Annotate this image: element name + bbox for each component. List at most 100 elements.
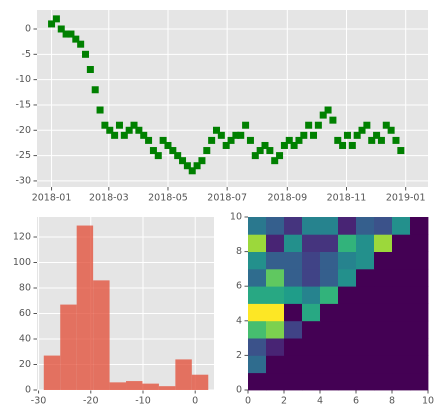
- cell: [248, 286, 267, 304]
- marker: [91, 86, 99, 94]
- y-tick-label: 2: [236, 350, 242, 361]
- marker: [208, 136, 216, 144]
- cell: [356, 251, 375, 270]
- cell: [320, 372, 339, 391]
- cell: [320, 286, 339, 304]
- cell: [374, 303, 393, 322]
- cell: [248, 234, 267, 252]
- cell: [392, 338, 411, 356]
- marker: [392, 136, 400, 144]
- cell: [302, 338, 321, 356]
- cell: [320, 251, 339, 270]
- marker: [348, 141, 356, 149]
- x-tick-label: 2019-01: [386, 193, 426, 204]
- x-tick-label: 4: [317, 396, 323, 407]
- cell: [302, 234, 321, 252]
- marker: [271, 157, 279, 165]
- cell: [392, 217, 411, 235]
- marker: [77, 40, 85, 48]
- cell: [248, 320, 267, 339]
- marker: [174, 152, 182, 160]
- cell: [248, 217, 267, 235]
- x-tick-label: 2: [281, 396, 287, 407]
- y-tick-label: -15: [15, 99, 31, 110]
- cell: [338, 355, 357, 374]
- y-tick-label: 4: [236, 315, 242, 326]
- cell: [302, 320, 321, 339]
- x-tick-label: 2018-03: [89, 193, 129, 204]
- x-tick-label: 2018-09: [267, 193, 307, 204]
- cell: [392, 355, 411, 374]
- cell: [284, 286, 303, 304]
- x-tick-label: -20: [83, 396, 99, 407]
- marker: [310, 131, 318, 139]
- marker: [111, 131, 119, 139]
- cell: [356, 338, 375, 356]
- cell: [338, 320, 357, 339]
- marker: [222, 141, 230, 149]
- y-tick-label: 0: [236, 385, 242, 396]
- y-tick-label: 0: [25, 23, 31, 34]
- cell: [410, 234, 429, 252]
- y-tick-label: -10: [15, 74, 31, 85]
- marker: [290, 141, 298, 149]
- marker: [130, 121, 138, 129]
- cell: [410, 372, 429, 391]
- marker: [149, 147, 157, 155]
- marker: [300, 131, 308, 139]
- cell: [302, 286, 321, 304]
- cell: [266, 234, 285, 252]
- marker: [373, 131, 381, 139]
- cell: [284, 372, 303, 391]
- cell: [248, 338, 267, 356]
- marker: [329, 116, 337, 124]
- marker: [227, 136, 235, 144]
- cell: [338, 338, 357, 356]
- marker: [242, 121, 250, 129]
- cell: [392, 320, 411, 339]
- y-tick-label: 8: [236, 246, 242, 257]
- cell: [410, 268, 429, 287]
- cell: [410, 303, 429, 322]
- cell: [266, 372, 285, 391]
- cell: [410, 338, 429, 356]
- cell: [374, 268, 393, 287]
- marker: [358, 126, 366, 134]
- cell: [356, 355, 375, 374]
- cell: [284, 320, 303, 339]
- cell: [374, 217, 393, 235]
- x-tick-label: 2018-01: [32, 193, 72, 204]
- bar: [142, 383, 159, 390]
- marker: [135, 126, 143, 134]
- y-tick-label: -5: [22, 49, 31, 60]
- cell: [248, 251, 267, 270]
- bar: [158, 386, 176, 390]
- marker: [193, 162, 201, 170]
- bar: [109, 382, 127, 390]
- marker: [280, 141, 288, 149]
- marker: [72, 35, 80, 43]
- marker: [276, 152, 284, 160]
- marker: [106, 126, 114, 134]
- marker: [232, 131, 240, 139]
- y-tick-label: 10: [230, 212, 242, 223]
- cell: [338, 303, 357, 322]
- bar: [175, 359, 192, 390]
- y-tick-label: 40: [19, 334, 31, 345]
- cell: [356, 372, 375, 391]
- cell: [266, 338, 285, 356]
- cell: [302, 355, 321, 374]
- marker: [377, 136, 385, 144]
- marker: [188, 167, 196, 175]
- marker: [237, 131, 245, 139]
- cell: [302, 372, 321, 391]
- bar: [191, 374, 209, 390]
- cell: [284, 251, 303, 270]
- marker: [212, 126, 220, 134]
- marker: [52, 15, 60, 23]
- marker: [179, 157, 187, 165]
- cell: [356, 303, 375, 322]
- y-tick-label: -25: [15, 150, 31, 161]
- marker: [183, 162, 191, 170]
- cell: [356, 320, 375, 339]
